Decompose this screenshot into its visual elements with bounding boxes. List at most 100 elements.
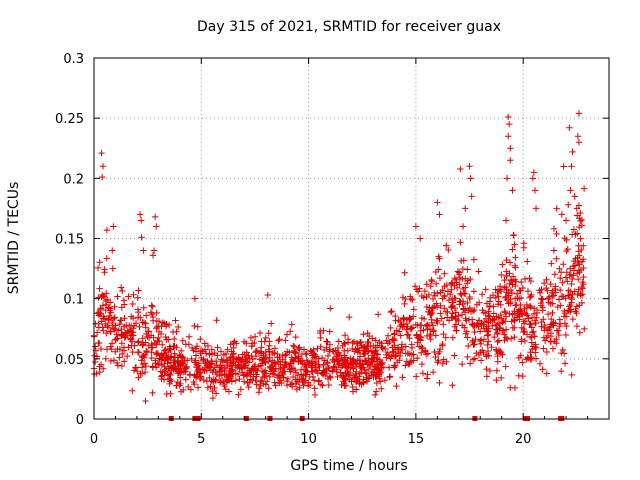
- data-point: [305, 379, 312, 386]
- data-point: [484, 347, 492, 355]
- data-point: [575, 110, 583, 117]
- data-point: [240, 378, 248, 385]
- data-point: [516, 316, 523, 323]
- data-point: [562, 217, 570, 224]
- data-point: [458, 311, 466, 318]
- data-point: [185, 341, 193, 348]
- data-point: [412, 223, 420, 230]
- data-point: [311, 351, 318, 358]
- data-point: [515, 295, 523, 302]
- data-point: [329, 347, 336, 355]
- data-point: [127, 313, 135, 320]
- data-point: [141, 360, 149, 367]
- data-point: [387, 355, 394, 362]
- data-point: [376, 356, 383, 363]
- data-point: [553, 327, 561, 334]
- data-point: [200, 376, 207, 384]
- data-point: [532, 205, 540, 212]
- data-point: [563, 247, 570, 255]
- data-point: [581, 325, 588, 333]
- data-point: [98, 173, 106, 181]
- data-point: [437, 302, 444, 309]
- data-point: [230, 358, 237, 365]
- data-point: [579, 278, 586, 286]
- data-point: [502, 334, 510, 341]
- data-point: [163, 352, 170, 359]
- data-point: [148, 310, 156, 318]
- data-point: [409, 324, 417, 331]
- data-point: [201, 340, 208, 347]
- data-point: [470, 288, 478, 295]
- data-point: [524, 258, 531, 265]
- data-point: [116, 354, 123, 361]
- data-point: [397, 332, 404, 339]
- data-point: [365, 355, 372, 362]
- data-point: [550, 292, 557, 299]
- data-point: [288, 379, 296, 387]
- data-point: [502, 294, 509, 301]
- x-tick-label: 15: [408, 432, 425, 447]
- data-point: [204, 384, 212, 391]
- data-point: [404, 350, 411, 357]
- data-point: [201, 346, 209, 353]
- data-point: [177, 359, 185, 366]
- data-point: [579, 285, 586, 292]
- data-point: [155, 328, 163, 336]
- data-point: [366, 360, 373, 368]
- data-point: [511, 333, 518, 341]
- data-point: [100, 327, 107, 334]
- data-point: [326, 328, 333, 335]
- data-point: [487, 317, 494, 325]
- data-point: [437, 310, 444, 317]
- data-point: [297, 366, 305, 373]
- data-point: [101, 269, 108, 276]
- data-point: [456, 297, 463, 305]
- data-point: [211, 364, 219, 371]
- data-point: [353, 368, 360, 376]
- data-point: [398, 321, 405, 328]
- data-point: [518, 324, 525, 331]
- data-point: [384, 332, 392, 339]
- data-point: [443, 242, 450, 249]
- data-point: [232, 377, 239, 384]
- data-point: [282, 337, 289, 344]
- data-point: [153, 323, 161, 331]
- data-point: [312, 358, 320, 365]
- data-point: [449, 302, 456, 310]
- data-point: [191, 295, 199, 302]
- data-point: [372, 373, 380, 381]
- data-point: [153, 341, 160, 348]
- data-point: [143, 312, 150, 319]
- data-point: [125, 293, 132, 300]
- data-point: [552, 283, 559, 290]
- data-point: [399, 374, 406, 381]
- data-point: [475, 317, 483, 324]
- data-point: [359, 378, 367, 386]
- data-point: [457, 290, 464, 297]
- data-point: [333, 353, 340, 360]
- data-point: [188, 344, 196, 352]
- data-point: [428, 276, 435, 284]
- data-point: [483, 353, 490, 360]
- data-point: [414, 321, 421, 329]
- data-point: [381, 377, 389, 384]
- data-point: [475, 268, 482, 275]
- data-point: [378, 385, 385, 392]
- data-point: [574, 133, 582, 140]
- data-point: [257, 378, 264, 385]
- data-point: [529, 329, 536, 336]
- data-point: [353, 386, 360, 393]
- data-point: [127, 326, 134, 334]
- data-point: [511, 276, 519, 283]
- data-point: [311, 385, 318, 392]
- data-point: [121, 301, 128, 308]
- data-point: [579, 291, 586, 298]
- data-point: [259, 373, 267, 381]
- data-point: [135, 374, 142, 381]
- data-point: [346, 369, 354, 377]
- data-point: [196, 369, 203, 376]
- data-point: [484, 341, 491, 349]
- data-point: [417, 334, 425, 341]
- data-point: [506, 259, 514, 266]
- data-point: [320, 346, 328, 354]
